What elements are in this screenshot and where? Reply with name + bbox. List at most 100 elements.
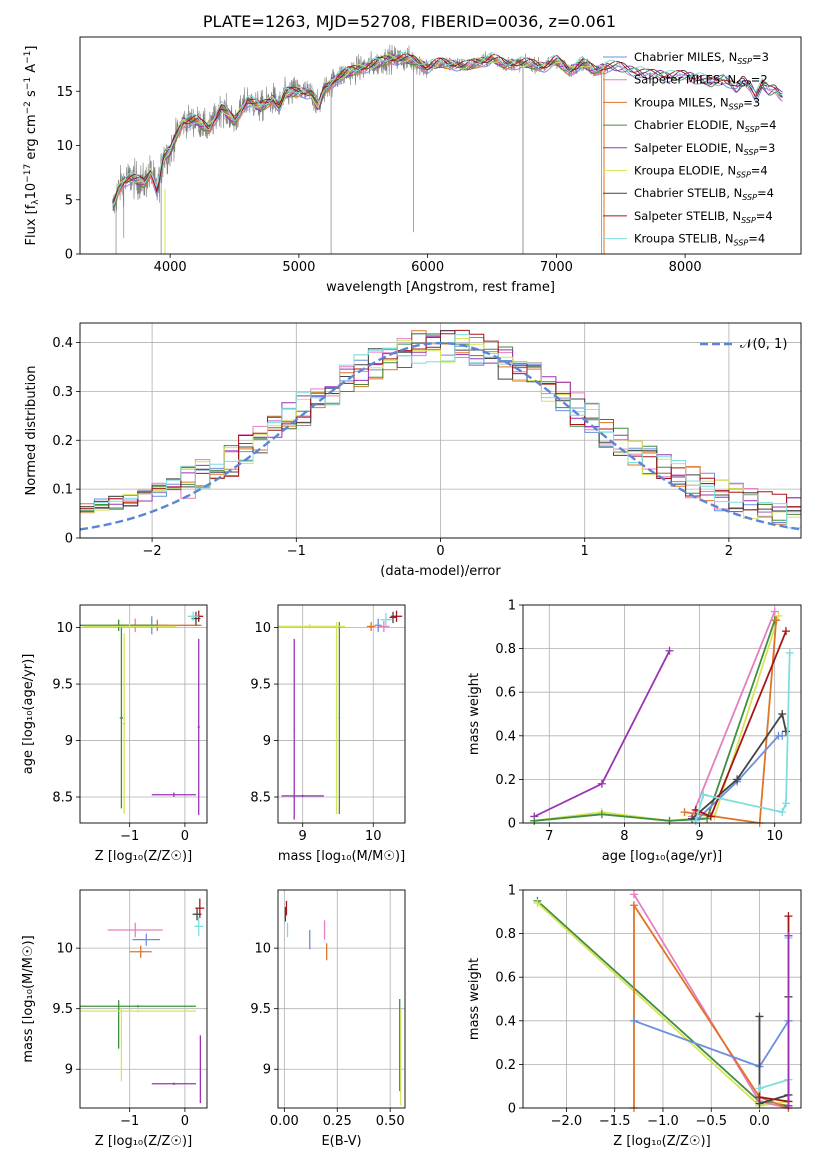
y-tick-label: 10 <box>56 139 73 154</box>
errorbar-point <box>380 612 392 627</box>
y-tick-label: 9.5 <box>52 678 73 693</box>
hist-kroupa-elodie <box>80 338 801 520</box>
errorbar-point <box>374 618 382 633</box>
model-line-kroupa-miles <box>113 55 606 211</box>
y-axis-label: mass weight <box>467 673 482 755</box>
x-tick-label: 4000 <box>154 260 187 275</box>
age-vs-mass-frame <box>277 604 406 824</box>
spectrum-axes <box>76 90 686 258</box>
x-tick-label: −1 <box>120 829 139 844</box>
y-tick-label: 0.6 <box>495 971 516 986</box>
errorbar-point <box>151 1082 196 1085</box>
hist-kroupa-stelib <box>80 334 801 529</box>
y-tick-label: 8.5 <box>250 791 271 806</box>
x-tick-label: 0 <box>181 829 189 844</box>
errorbar-point <box>390 610 403 622</box>
weight-line-kroupa-miles <box>633 902 789 1108</box>
errorbar-point <box>118 1000 120 1049</box>
weight-marker <box>774 611 783 620</box>
y-tick-label: 9 <box>263 734 271 749</box>
x-tick-label: 5000 <box>282 260 315 275</box>
x-tick-label: 1 <box>581 544 589 559</box>
legend-label: Kroupa STELIB, NSSP=4 <box>634 232 765 248</box>
weight-marker <box>597 810 606 819</box>
figure-title: PLATE=1263, MJD=52708, FIBERID=0036, z=0… <box>202 12 617 31</box>
legend-label: Salpeter MILES, NSSP=2 <box>634 73 768 89</box>
weight-marker <box>778 731 787 740</box>
mass-vs-Z-frame <box>79 889 208 1109</box>
x-tick-label: 7 <box>545 829 553 844</box>
weight-marker <box>533 899 542 908</box>
age-vs-Z-frame <box>79 604 208 824</box>
weight-marker <box>784 1101 793 1110</box>
mass-vs-EBV-frame <box>277 889 406 1109</box>
residuals-axes <box>76 323 801 542</box>
y-tick-label: 15 <box>56 85 73 100</box>
legend-label: Chabrier ELODIE, NSSP=4 <box>634 118 776 134</box>
y-tick-label: 0.6 <box>495 686 516 701</box>
normal-curve <box>79 341 802 531</box>
weight-marker <box>785 648 794 657</box>
spectrum-frame <box>79 36 802 255</box>
x-tick-label: 9 <box>299 829 307 844</box>
weight-marker <box>680 808 689 817</box>
x-tick-label: −1 <box>287 544 306 559</box>
weight-marker <box>772 616 781 625</box>
errorbar-point <box>281 794 324 798</box>
legend-label: Salpeter STELIB, NSSP=4 <box>634 209 773 225</box>
weight-marker <box>784 912 793 921</box>
errorbar-point <box>82 624 177 629</box>
legend-label: Chabrier MILES, NSSP=3 <box>634 50 769 66</box>
weight-marker <box>781 799 790 808</box>
errorbar-point <box>366 621 376 631</box>
y-tick-label: 9 <box>263 1063 271 1078</box>
weight-marker <box>755 1093 764 1102</box>
x-tick-label: 0 <box>181 1114 189 1129</box>
model-line-kroupa-stelib <box>113 51 783 206</box>
y-axis-label: mass weight <box>467 958 482 1040</box>
y-tick-label: 9 <box>65 1063 73 1078</box>
y-tick-label: 8.5 <box>52 791 73 806</box>
y-tick-label: 0.2 <box>495 773 516 788</box>
y-tick-label: 0.4 <box>52 336 73 351</box>
x-tick-label: −2.0 <box>551 1114 583 1129</box>
errorbar-point <box>151 792 196 798</box>
y-tick-label: 0.2 <box>495 1058 516 1073</box>
y-tick-label: 10 <box>254 621 271 636</box>
y-axis-label: Normed distribution <box>24 366 39 496</box>
errorbar-point <box>122 633 126 814</box>
y-tick-label: 0 <box>508 817 516 832</box>
weight-marker <box>755 1012 764 1021</box>
weight-marker <box>665 646 674 655</box>
y-tick-label: 1 <box>508 884 516 899</box>
weight-line-salpeter-miles <box>691 611 776 817</box>
errorbar-point <box>389 611 397 624</box>
model-line-chabrier-stelib <box>113 54 783 202</box>
y-tick-label: 0.4 <box>495 1014 516 1029</box>
age-vs-Z-axes <box>76 605 207 827</box>
hist-chabrier-stelib <box>80 330 801 512</box>
weight-marker <box>530 816 539 825</box>
y-tick-label: 0.8 <box>495 642 516 657</box>
x-axis-label: Z [log₁₀(Z/Z☉)] <box>613 1134 710 1149</box>
legend-label: Salpeter ELODIE, NSSP=3 <box>634 141 775 157</box>
weight-marker <box>778 808 787 817</box>
weight-line-salpeter-stelib <box>759 916 790 1103</box>
y-tick-label: 0.2 <box>52 434 73 449</box>
y-tick-label: 9.5 <box>52 1002 73 1017</box>
y-tick-label: 9 <box>65 734 73 749</box>
x-tick-label: 7000 <box>540 260 573 275</box>
x-tick-label: 6000 <box>411 260 444 275</box>
x-tick-label: −1.0 <box>647 1114 679 1129</box>
x-tick-label: 0.50 <box>376 1114 405 1129</box>
age-vs-mass-axes <box>274 605 405 827</box>
weight-line-chabrier-stelib <box>691 711 787 820</box>
x-tick-label: −2 <box>143 544 162 559</box>
y-tick-label: 0.8 <box>495 927 516 942</box>
mass-vs-EBV-axes <box>274 890 405 1112</box>
x-tick-label: 0.25 <box>323 1114 352 1129</box>
errorbar-point <box>197 638 200 816</box>
weight-marker <box>755 1084 764 1093</box>
weight-marker <box>597 779 606 788</box>
legend-label: Kroupa MILES, NSSP=3 <box>634 95 760 111</box>
